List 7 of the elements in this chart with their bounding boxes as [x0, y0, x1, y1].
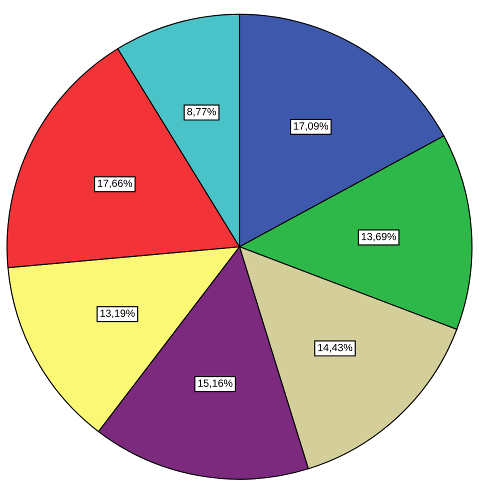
data-label: 15,16%	[198, 379, 232, 388]
data-label: 13,69%	[362, 232, 396, 242]
data-label: 17,66%	[98, 180, 132, 188]
data-label: 14,43%	[318, 344, 352, 352]
data-label: 17,09%	[294, 122, 328, 131]
data-label: 13,19%	[100, 310, 135, 318]
data-label: 8,77%	[187, 108, 216, 117]
